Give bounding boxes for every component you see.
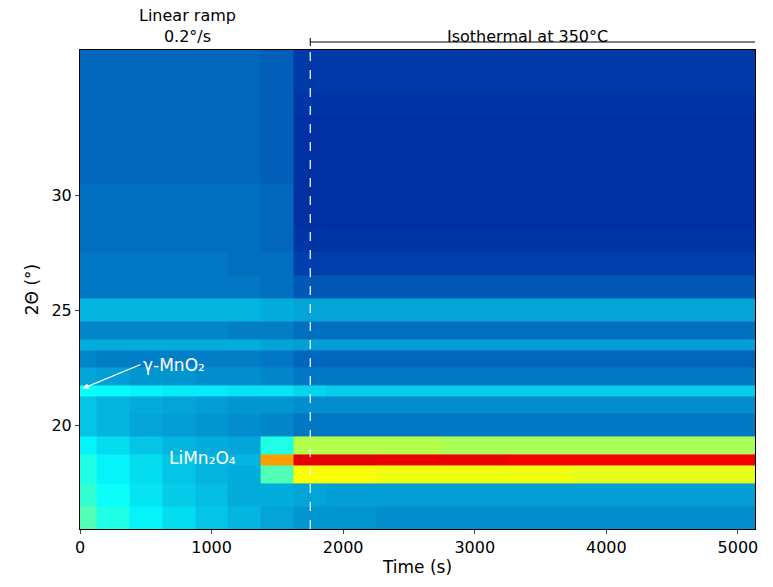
svg-text:1000: 1000 bbox=[191, 538, 232, 557]
svg-text:Linear ramp0.2°/s: Linear ramp0.2°/s bbox=[139, 6, 236, 46]
svg-text:Time (s): Time (s) bbox=[382, 557, 452, 577]
svg-text:4000: 4000 bbox=[586, 538, 627, 557]
svg-text:3000: 3000 bbox=[454, 538, 495, 557]
svg-text:25: 25 bbox=[51, 301, 71, 320]
svg-text:2000: 2000 bbox=[323, 538, 364, 557]
svg-text:LiMn₂O₄: LiMn₂O₄ bbox=[169, 448, 236, 468]
svg-text:5000: 5000 bbox=[718, 538, 759, 557]
svg-text:γ-MnO₂: γ-MnO₂ bbox=[143, 355, 205, 375]
svg-text:30: 30 bbox=[51, 186, 71, 205]
svg-text:2Θ (°): 2Θ (°) bbox=[22, 264, 42, 315]
svg-text:20: 20 bbox=[51, 416, 71, 435]
svg-text:0: 0 bbox=[75, 538, 85, 557]
svg-text:Isothermal at 350°C: Isothermal at 350°C bbox=[447, 27, 608, 46]
